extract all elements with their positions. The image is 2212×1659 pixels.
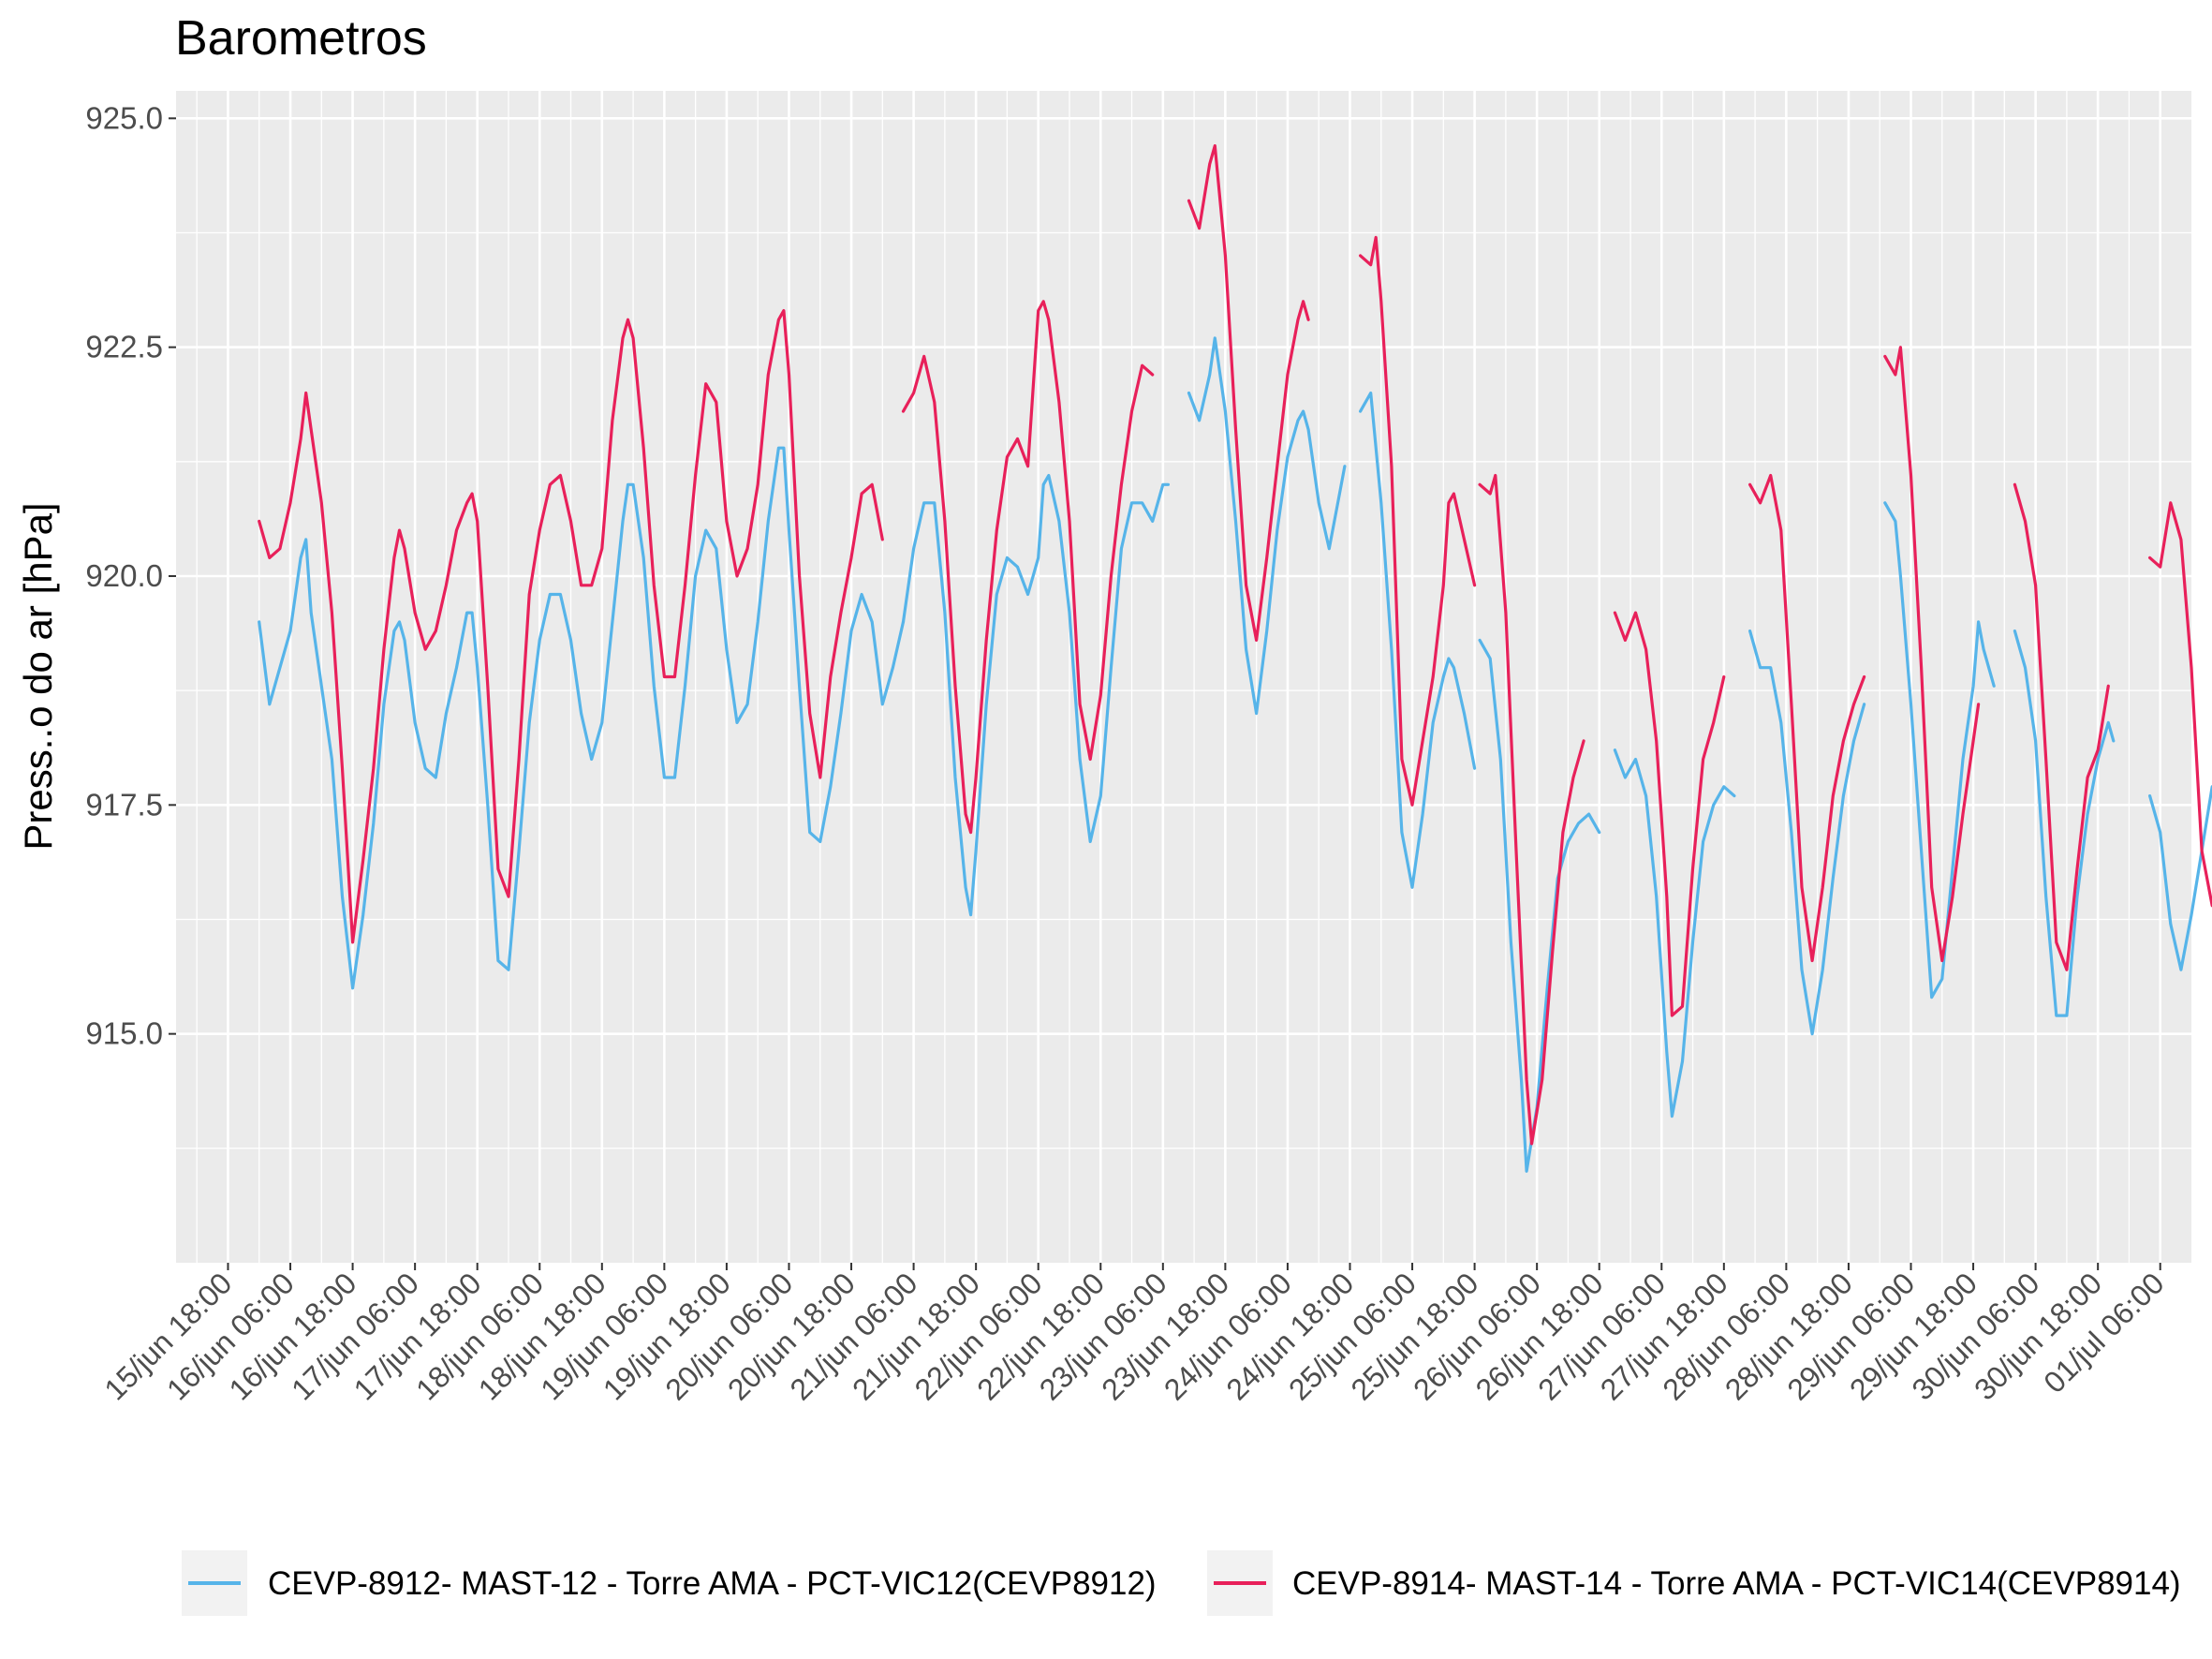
- y-tick-label: 915.0: [85, 1016, 163, 1051]
- series-line-segment: [1883, 346, 1981, 963]
- series-layer: [258, 144, 2212, 1173]
- minor-gridlines: [176, 91, 2191, 1263]
- series-line-segment: [1359, 235, 1477, 807]
- y-tick-label: 917.5: [85, 787, 163, 822]
- chart-title: Barometros: [175, 11, 427, 66]
- series-line-segment: [2148, 501, 2212, 908]
- series-line-segment: [1359, 391, 1477, 889]
- y-tick-label: 922.5: [85, 330, 163, 364]
- series-1: [258, 144, 2212, 1146]
- legend-item-cevp8914: CEVP-8914- MAST-14 - Torre AMA - PCT-VIC…: [1207, 1550, 2181, 1616]
- major-gridlines: [176, 91, 2191, 1263]
- series-line-segment: [901, 300, 1155, 835]
- y-tick-label: 925.0: [85, 100, 163, 135]
- y-axis: 915.0 917.5 920.0 922.5 925.0: [85, 100, 176, 1051]
- series-line-segment: [1187, 144, 1310, 642]
- series-0: [258, 336, 2212, 1173]
- series-line-segment: [1748, 630, 1866, 1036]
- series-line-segment: [1478, 473, 1585, 1146]
- series-line-segment: [1883, 501, 1996, 1000]
- series-line-segment: [1748, 473, 1866, 963]
- legend-label-cevp8912: CEVP-8912- MAST-12 - Torre AMA - PCT-VIC…: [268, 1565, 1157, 1602]
- series-line-segment: [1613, 748, 1736, 1118]
- series-line-segment: [2013, 482, 2110, 971]
- y-axis-label: Press..o do ar [hPa]: [16, 502, 60, 850]
- series-line-segment: [258, 309, 884, 944]
- y-tick-label: 920.0: [85, 558, 163, 593]
- legend-label-cevp8914: CEVP-8914- MAST-14 - Torre AMA - PCT-VIC…: [1292, 1565, 2181, 1602]
- series-line-segment: [1613, 611, 1726, 1017]
- series-line-segment: [258, 446, 906, 990]
- series-line-segment: [2148, 785, 2212, 971]
- series-line-segment: [2013, 630, 2116, 1017]
- legend: CEVP-8912- MAST-12 - Torre AMA - PCT-VIC…: [182, 1550, 2181, 1616]
- series-line-segment: [901, 473, 1170, 917]
- plot-panel: [176, 91, 2191, 1263]
- series-line-segment: [1187, 336, 1347, 716]
- legend-item-cevp8912: CEVP-8912- MAST-12 - Torre AMA - PCT-VIC…: [182, 1550, 1157, 1616]
